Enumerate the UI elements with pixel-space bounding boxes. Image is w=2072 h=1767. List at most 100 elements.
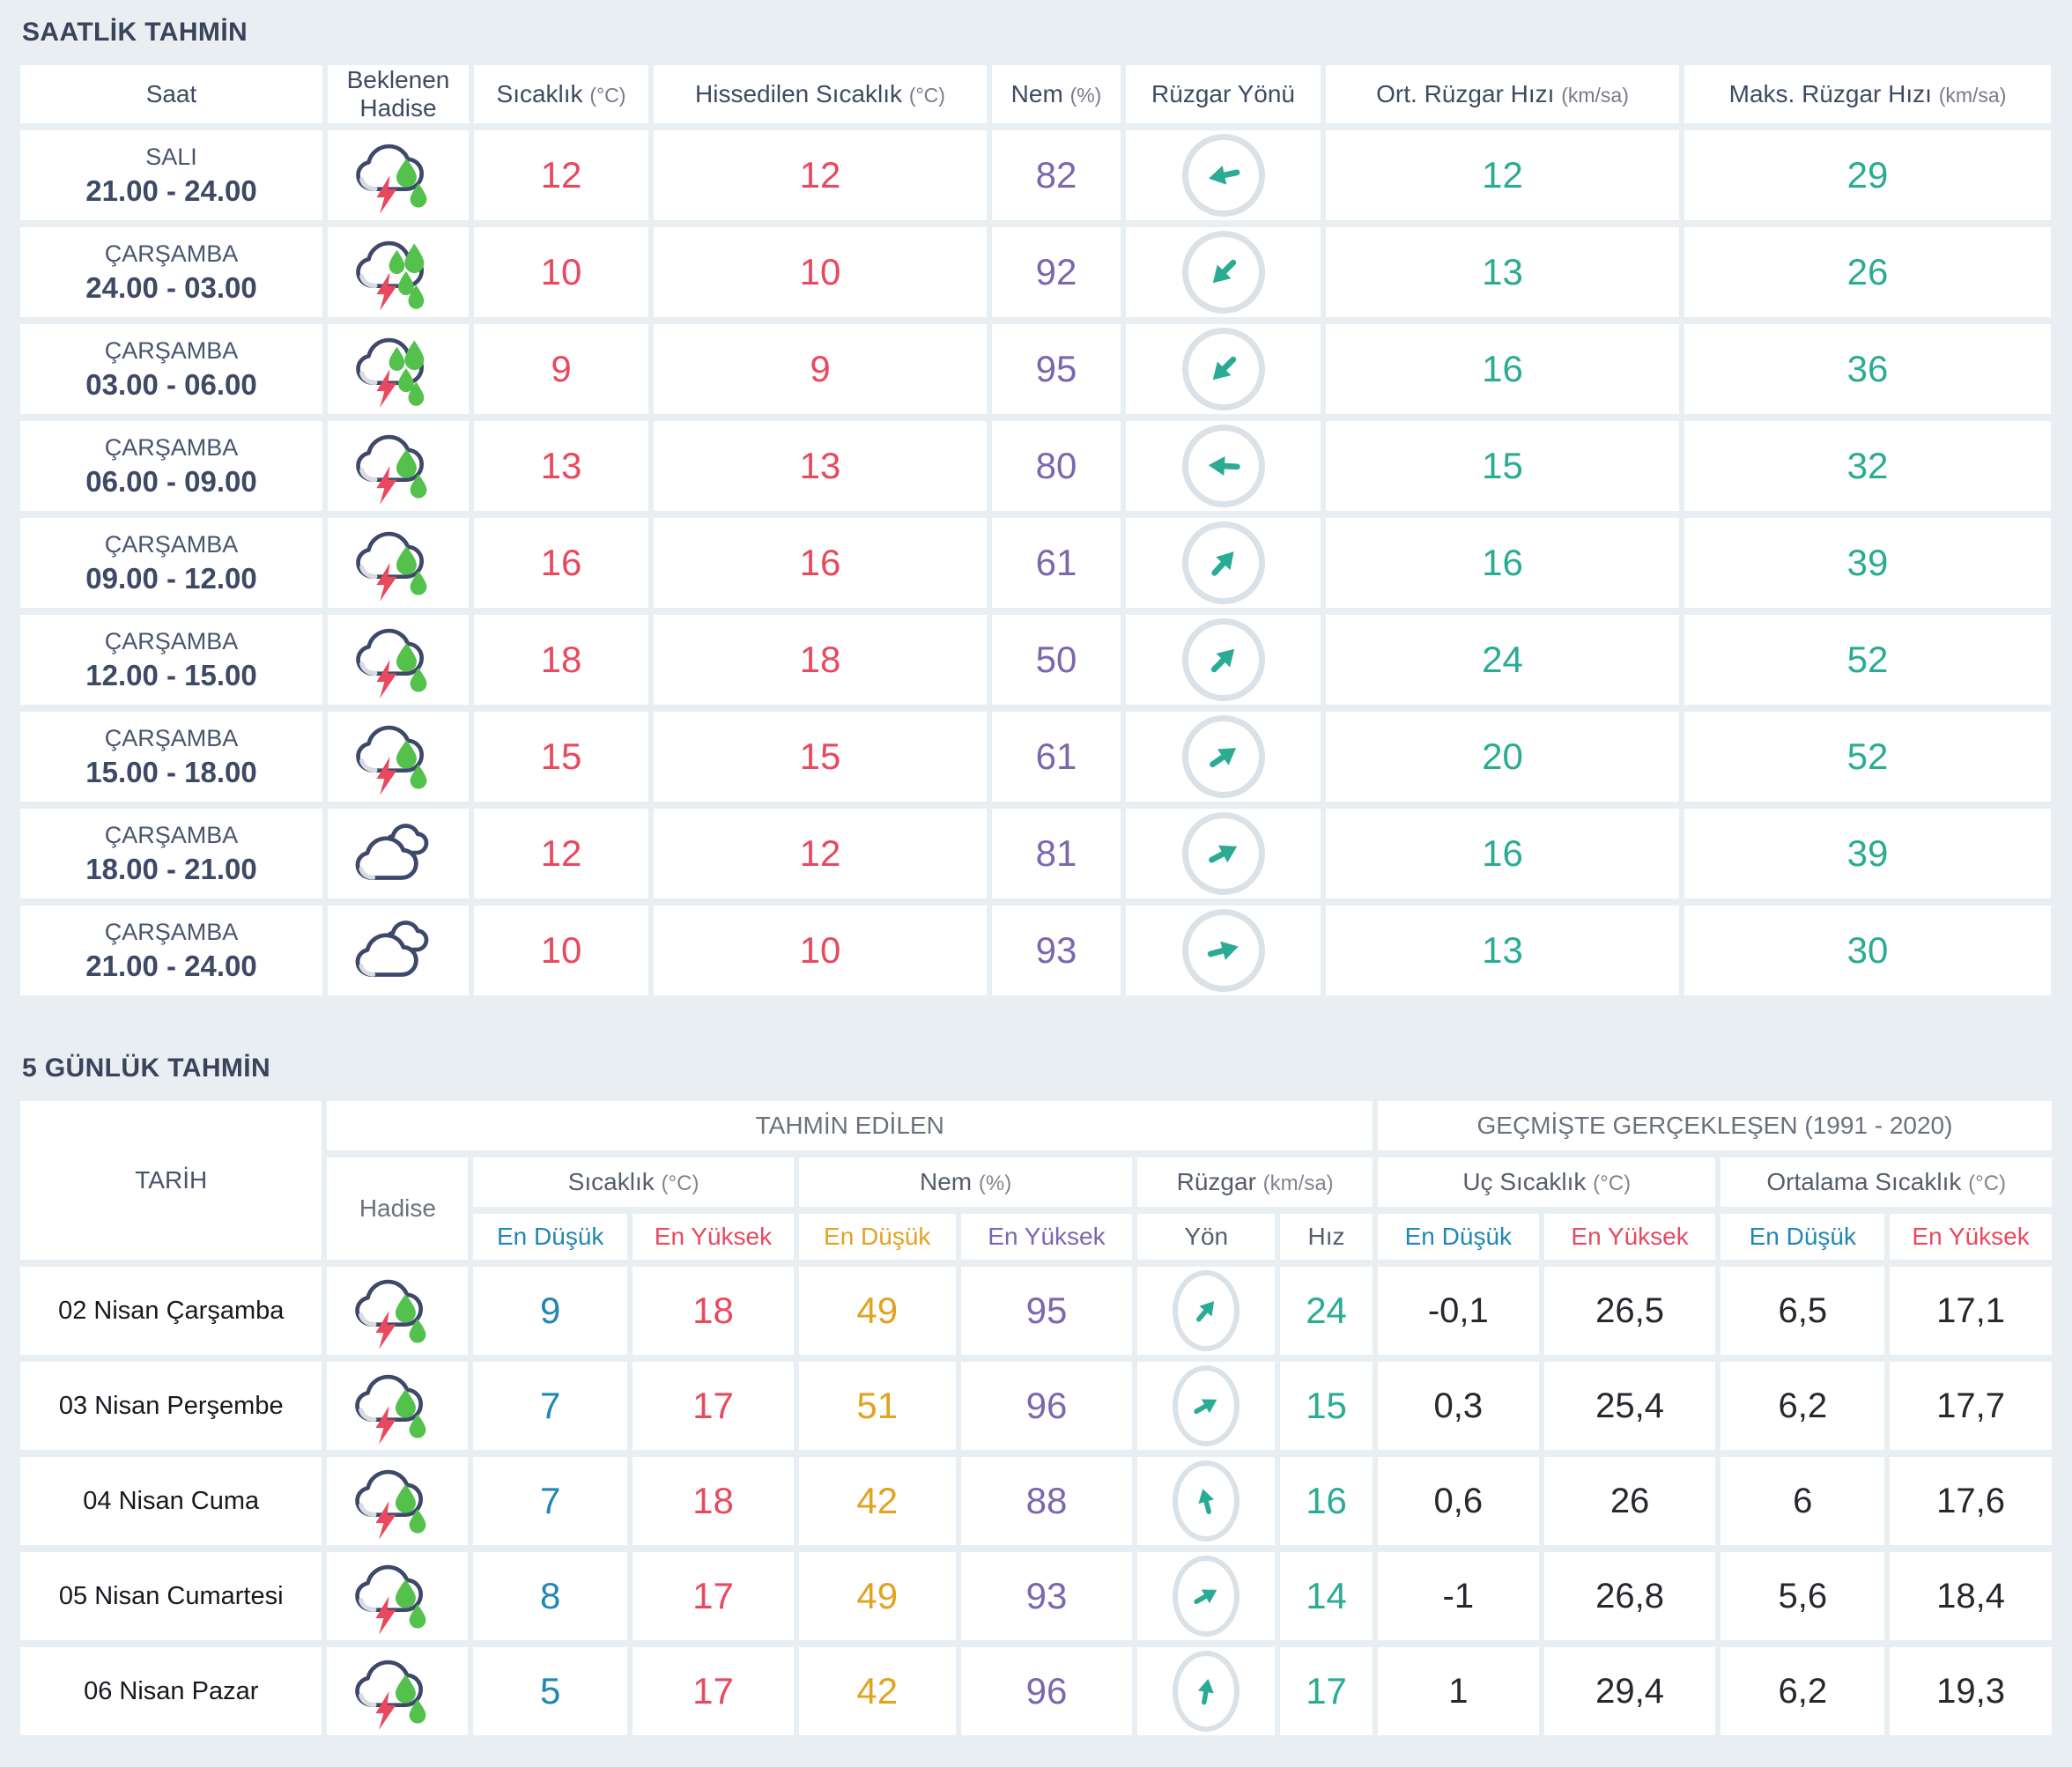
wind-arrow-icon (1208, 845, 1237, 863)
date-cell: 06 Nisan Pazar (20, 1647, 322, 1735)
wind-direction-indicator (1181, 134, 1265, 217)
header-text: Hadise (359, 94, 437, 122)
column-header-temp-max: En Yüksek (633, 1214, 794, 1260)
header-unit: (°C) (589, 83, 626, 107)
daily-table-body: 02 Nisan Çarşamba 9 18 49 95 24 -0,1 26,… (20, 1267, 2052, 1735)
humidity-max-cell: 96 (960, 1647, 1133, 1735)
date-cell: 04 Nisan Cuma (20, 1457, 322, 1545)
header-text: Maks. Rüzgar Hızı (1728, 79, 1932, 107)
time-range-label: 24.00 - 03.00 (85, 270, 257, 304)
max-wind-speed-cell: 30 (1684, 906, 2051, 995)
thunderstorm-icon (356, 144, 427, 214)
day-label: ÇARŞAMBA (104, 821, 239, 848)
wind-direction-cell (1126, 809, 1321, 898)
temp-min-cell: 7 (473, 1457, 628, 1545)
avg-wind-speed-cell: 16 (1326, 324, 1679, 414)
wind-direction-cell (1126, 421, 1321, 511)
time-range-cell: ÇARŞAMBA 09.00 - 12.00 (20, 518, 322, 608)
humidity-cell: 81 (992, 809, 1121, 898)
max-wind-speed-cell: 36 (1684, 324, 2051, 414)
daily-row: 03 Nisan Perşembe 7 17 51 96 15 0,3 25,4… (20, 1362, 2052, 1450)
temperature-cell: 13 (474, 421, 648, 511)
avg-wind-speed-cell: 13 (1326, 906, 1679, 995)
hourly-table-body: SALI 21.00 - 24.00 12 12 82 12 29 ÇARŞAM… (20, 130, 2051, 995)
wind-arrow-icon (1198, 1678, 1215, 1705)
feels-like-cell: 10 (654, 227, 987, 317)
column-header-nem: Nem (%) (992, 65, 1121, 123)
header-text: Ortalama Sıcaklık (1766, 1167, 1962, 1195)
column-header-hist-min: En Düşük (1377, 1214, 1539, 1260)
max-wind-speed-cell: 52 (1684, 615, 2051, 705)
wind-speed-cell: 17 (1280, 1647, 1373, 1735)
max-wind-speed-cell: 26 (1684, 227, 2051, 317)
thunderstorm-icon (355, 1279, 426, 1349)
humidity-min-cell: 42 (798, 1457, 956, 1545)
wind-direction-indicator (1173, 1270, 1240, 1351)
avg-wind-speed-cell: 16 (1326, 518, 1679, 608)
column-header-sicaklik: Sıcaklık (°C) (474, 65, 648, 123)
temp-max-cell: 17 (633, 1362, 794, 1450)
condition-cell (328, 227, 469, 317)
feels-like-cell: 10 (654, 906, 987, 995)
wind-arrow-icon (1196, 1301, 1215, 1322)
date-cell: 02 Nisan Çarşamba (20, 1267, 322, 1355)
header-unit: (°C) (1593, 1171, 1632, 1195)
humidity-max-cell: 88 (960, 1457, 1133, 1545)
thunderstorm-icon (356, 434, 427, 505)
humidity-cell: 82 (992, 130, 1121, 220)
daily-row: 04 Nisan Cuma 7 18 42 88 16 0,6 26 6 17,… (20, 1457, 2052, 1545)
temp-min-cell: 9 (473, 1267, 628, 1355)
max-wind-speed-cell: 39 (1684, 518, 2051, 608)
wind-arrow-icon (1194, 1589, 1217, 1605)
time-range-label: 21.00 - 24.00 (85, 174, 257, 207)
column-header-hissedilen: Hissedilen Sıcaklık (°C) (654, 65, 987, 123)
max-wind-speed-cell: 32 (1684, 421, 2051, 511)
wind-direction-indicator (1173, 1460, 1240, 1542)
condition-cell (328, 906, 469, 995)
temp-min-cell: 8 (473, 1552, 628, 1640)
hourly-row: ÇARŞAMBA 03.00 - 06.00 9 9 95 16 36 (20, 324, 2051, 414)
header-text: Beklenen (346, 65, 450, 93)
condition-cell (328, 324, 469, 414)
heavy-thunderstorm-icon (356, 337, 425, 408)
temperature-cell: 12 (474, 809, 648, 898)
daily-section-title: 5 GÜNLÜK TAHMİN (22, 1054, 271, 1083)
hourly-forecast-table: Saat Beklenen Hadise Sıcaklık (°C) Hisse… (15, 58, 2056, 1002)
humidity-cell: 61 (992, 712, 1121, 802)
column-header-avg-min: En Düşük (1720, 1214, 1885, 1260)
humidity-cell: 92 (992, 227, 1121, 317)
thunderstorm-icon (356, 531, 427, 602)
column-header-hum-max: En Yüksek (960, 1214, 1133, 1260)
wind-speed-cell: 14 (1280, 1552, 1373, 1640)
wind-direction-cell (1126, 324, 1321, 414)
header-unit: (°C) (661, 1171, 699, 1195)
time-range-cell: ÇARŞAMBA 12.00 - 15.00 (20, 615, 322, 705)
max-wind-speed-cell: 29 (1684, 130, 2051, 220)
day-label: ÇARŞAMBA (104, 336, 239, 364)
temperature-cell: 9 (474, 324, 648, 414)
feels-like-cell: 16 (654, 518, 987, 608)
condition-cell (327, 1457, 469, 1545)
date-cell: 03 Nisan Perşembe (20, 1362, 322, 1450)
day-label: ÇARŞAMBA (104, 627, 239, 654)
group-header-uc-sicaklik: Uç Sıcaklık (°C) (1377, 1157, 1716, 1207)
wind-speed-cell: 16 (1280, 1457, 1373, 1545)
hourly-row: ÇARŞAMBA 24.00 - 03.00 10 10 92 13 26 (20, 227, 2051, 317)
temp-max-cell: 18 (633, 1267, 794, 1355)
avg-wind-speed-cell: 16 (1326, 809, 1679, 898)
day-label: ÇARŞAMBA (104, 918, 239, 945)
column-header-hist-max: En Yüksek (1543, 1214, 1716, 1260)
wind-arrow-icon (1212, 356, 1236, 381)
heavy-thunderstorm-icon (356, 240, 425, 311)
historical-avg-max-cell: 17,7 (1890, 1362, 2052, 1450)
historical-extreme-max-cell: 26,8 (1543, 1552, 1716, 1640)
mostly-cloudy-icon (355, 920, 429, 977)
header-text: Sıcaklık (496, 79, 583, 107)
column-header-hum-min: En Düşük (798, 1214, 956, 1260)
avg-wind-speed-cell: 15 (1326, 421, 1679, 511)
header-text: Hissedilen Sıcaklık (695, 79, 903, 107)
hourly-header-row: Saat Beklenen Hadise Sıcaklık (°C) Hisse… (20, 65, 2051, 123)
humidity-cell: 61 (992, 518, 1121, 608)
thunderstorm-icon (356, 725, 427, 795)
column-header-tarih: TARİH (20, 1101, 322, 1260)
